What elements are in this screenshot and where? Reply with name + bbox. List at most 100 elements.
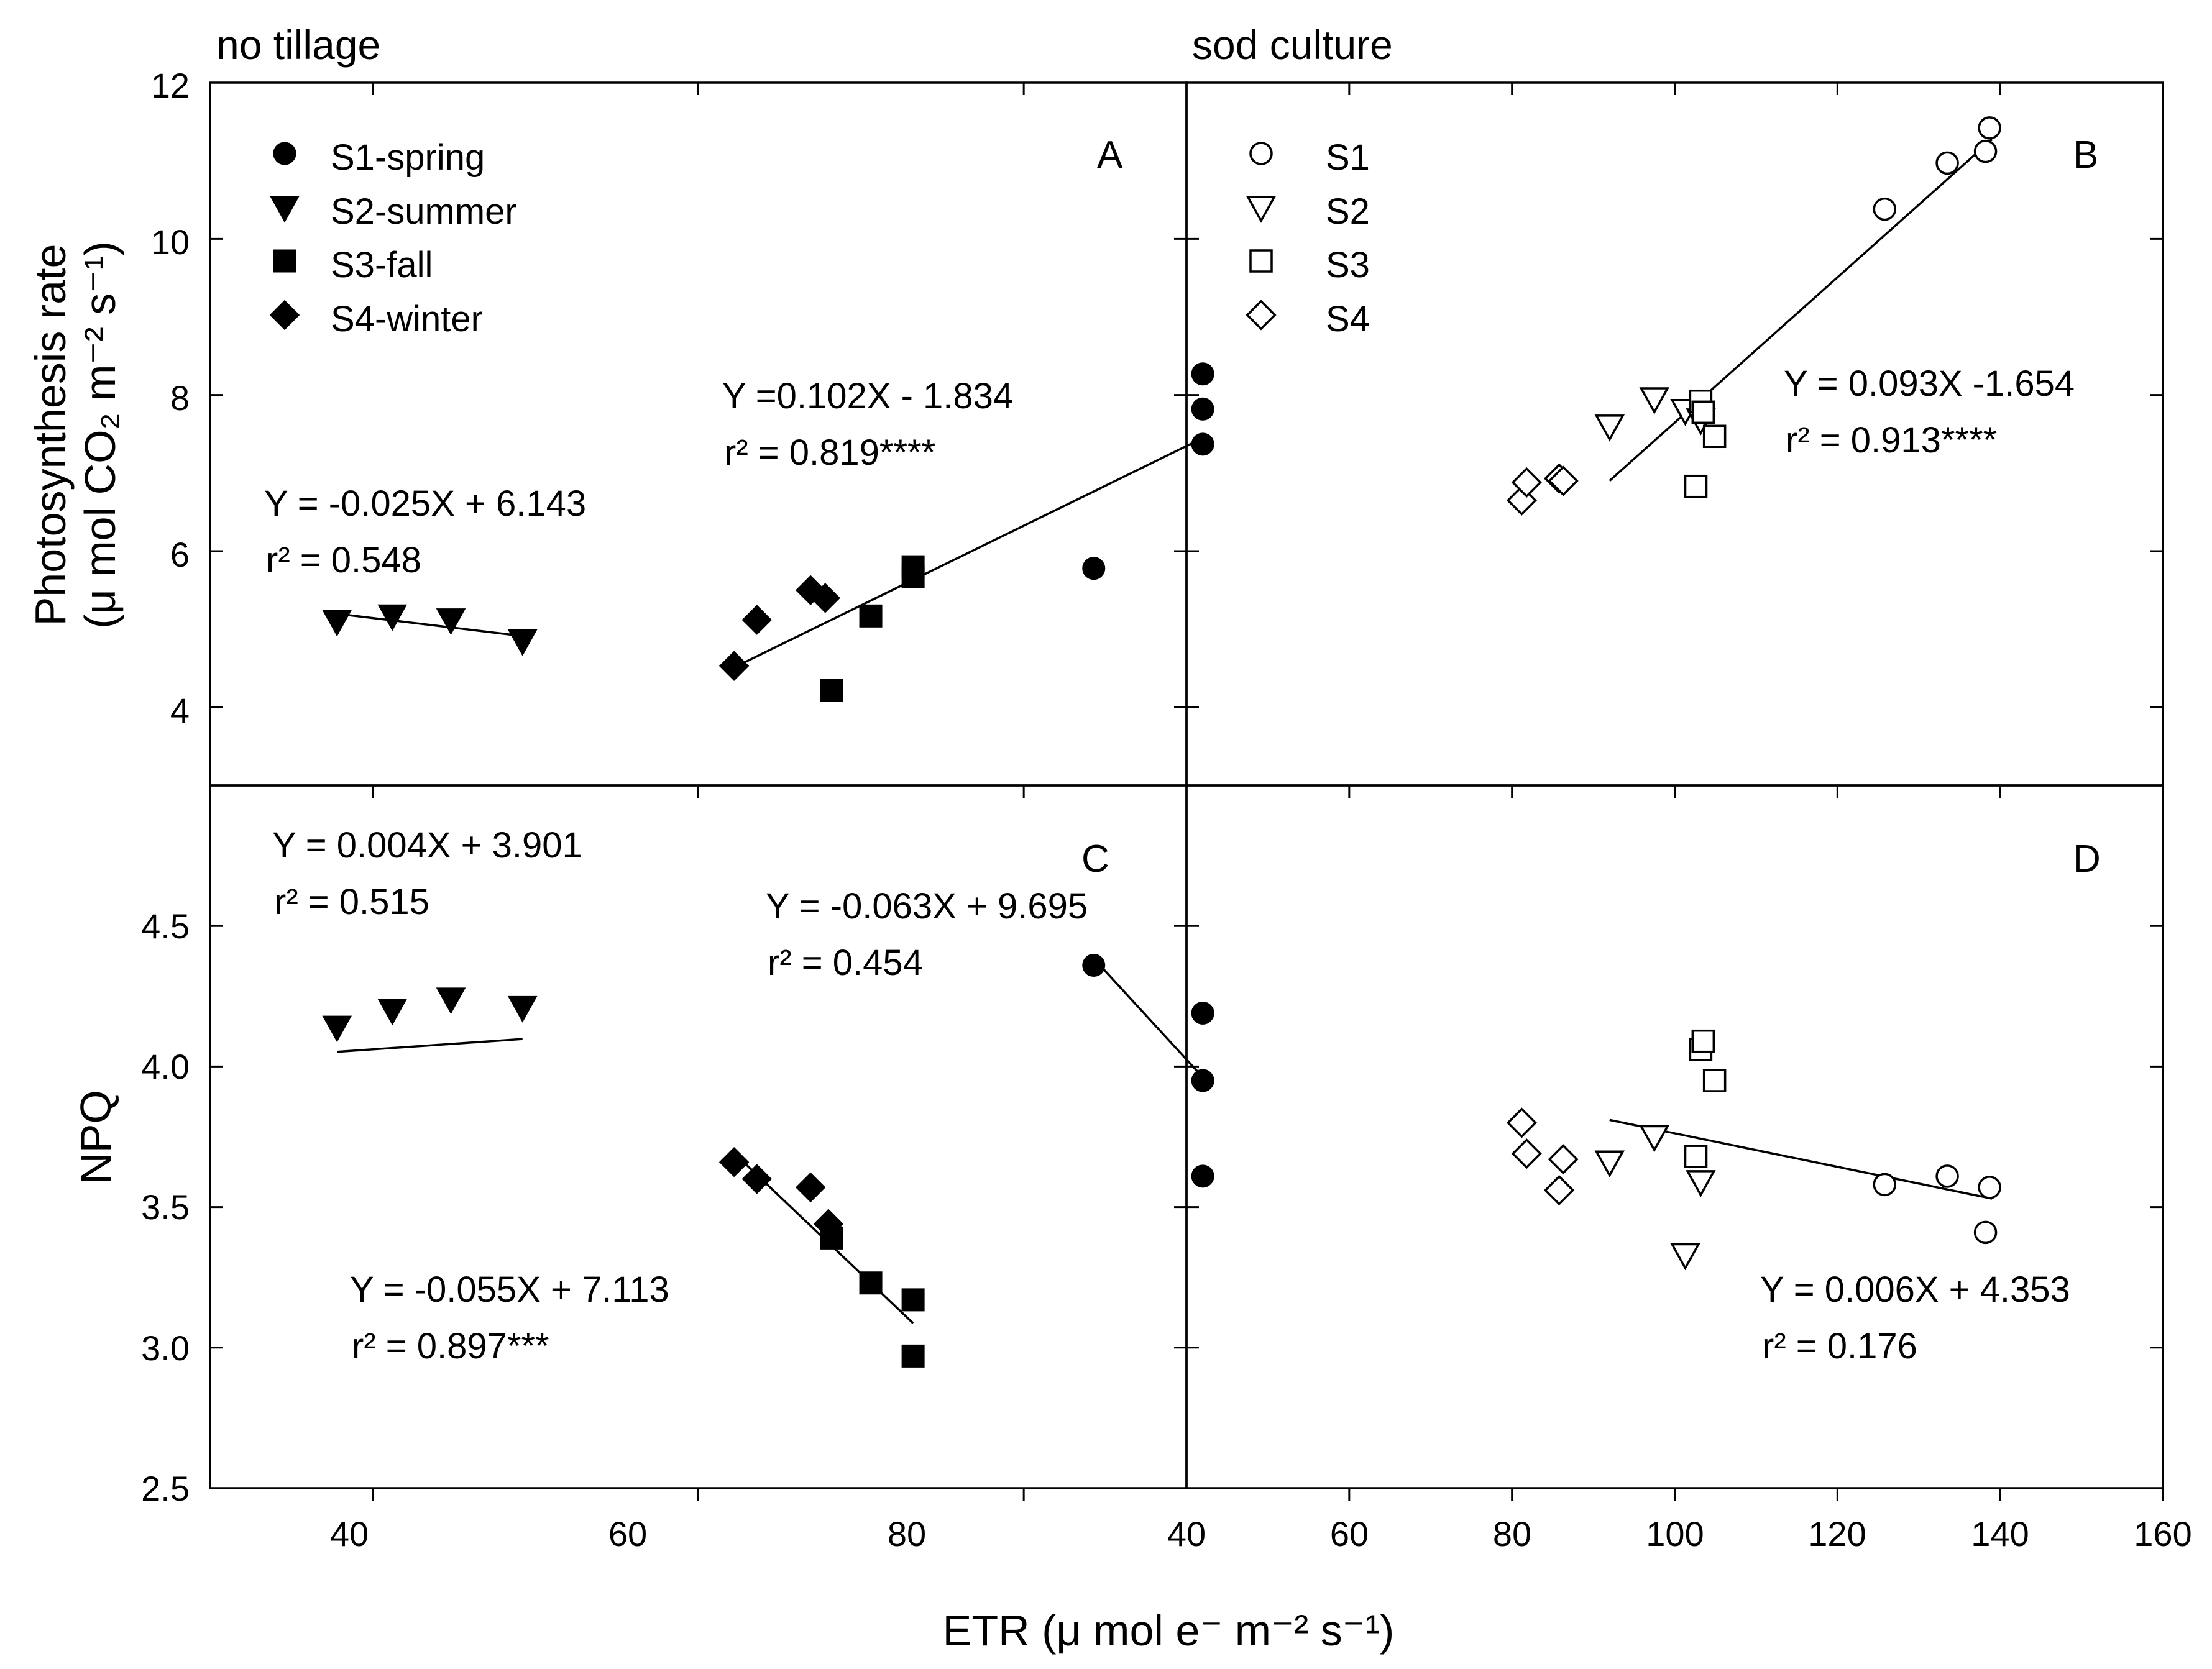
y-title-bottom: NPQ <box>71 1090 120 1184</box>
data-point-b-s4 <box>1511 467 1542 498</box>
y-tick-label: 10 <box>151 222 190 262</box>
data-point-b-s3 <box>1691 400 1715 424</box>
r2-c-right: r² = 0.454 <box>768 943 923 983</box>
y-tick-label: 4 <box>170 691 190 730</box>
data-point-c-s2-summer <box>507 995 538 1023</box>
data-point-c-s4-winter <box>813 1209 844 1239</box>
data-point-a-s4-winter <box>810 583 840 613</box>
data-point-a-s4-winter <box>718 651 750 681</box>
y-title-top-line2: (μ mol CO₂ m⁻² s⁻¹) <box>76 241 124 629</box>
data-point-c-s1-spring <box>1191 1001 1214 1025</box>
x-tick-label: 60 <box>608 1514 647 1553</box>
legend-label: S4-winter <box>331 299 483 339</box>
data-point-a-s1-spring <box>1191 362 1214 386</box>
equation-b: Y = 0.093X -1.654 <box>1784 364 2075 404</box>
y-title-top-line1: Photosynthesis rate <box>26 244 75 626</box>
y-axis-title-top: Photosynthesis rate (μ mol CO₂ m⁻² s⁻¹) <box>26 241 124 629</box>
data-point-c-s2-summer <box>322 1015 352 1043</box>
x-tick-label: 80 <box>888 1514 926 1553</box>
y-tick-labels-bottom: 2.5 3.0 3.5 4.0 4.5 <box>141 907 190 1508</box>
data-point-d-s2 <box>1670 1243 1700 1271</box>
legend-right: S1 S2 S3 S4 <box>1326 137 1370 339</box>
data-point-a-s2-summer <box>377 604 408 631</box>
legend-marker-s2 <box>1246 196 1277 223</box>
data-point-b-s1 <box>1873 197 1897 221</box>
x-tick-labels-right: 40 60 80 100 120 140 160 <box>1167 1514 2192 1553</box>
data-point-a-s1-spring <box>1191 432 1214 456</box>
equation-a-left: Y = -0.025X + 6.143 <box>264 483 586 524</box>
data-point-b-s2 <box>1594 414 1625 442</box>
equation-c-bottom: Y = -0.055X + 7.113 <box>350 1269 669 1310</box>
y-tick-label: 4.0 <box>141 1047 190 1086</box>
regression-line-a-0 <box>733 437 1203 669</box>
x-tick-label: 120 <box>1808 1514 1866 1553</box>
regression-line-b-0 <box>1609 139 1993 482</box>
label-sod-culture: sod culture <box>1192 22 1393 68</box>
data-point-d-s3 <box>1702 1069 1727 1092</box>
x-axis-title: ETR (μ mol e⁻ m⁻² s⁻¹) <box>943 1606 1395 1655</box>
legend-label: S3-fall <box>331 245 433 285</box>
data-point-a-s3-fall <box>901 565 925 588</box>
x-tick-labels-left: 40 60 80 <box>330 1514 926 1553</box>
data-point-a-s2-summer <box>507 629 538 656</box>
legend-label: S4 <box>1326 299 1370 339</box>
regression-annotations: Y =0.102X - 1.834 r² = 0.819**** Y = -0.… <box>264 364 2075 1366</box>
data-point-b-s3 <box>1702 424 1727 449</box>
r2-b: r² = 0.913**** <box>1786 420 1997 460</box>
r2-c-bottom: r² = 0.897*** <box>352 1326 549 1366</box>
data-point-c-s2-summer <box>436 987 466 1015</box>
r2-d: r² = 0.176 <box>1762 1326 1917 1366</box>
x-tick-label: 140 <box>1971 1514 2029 1553</box>
data-point-c-s1-spring <box>1191 1069 1214 1092</box>
legend-label: S3 <box>1326 245 1370 285</box>
legend-marker-s4-winter <box>269 300 300 331</box>
data-point-a-s1-spring <box>1082 557 1106 580</box>
equation-a-right: Y =0.102X - 1.834 <box>722 376 1013 416</box>
data-point-c-s4-winter <box>718 1146 750 1177</box>
data-point-c-s2-summer <box>377 999 408 1026</box>
panel-letter-a: A <box>1097 134 1123 176</box>
data-point-d-s4 <box>1506 1107 1537 1138</box>
data-point-d-s1 <box>1935 1164 1959 1188</box>
x-tick-label: 100 <box>1646 1514 1704 1553</box>
data-point-a-s1-spring <box>1191 397 1214 421</box>
legend-label: S2-summer <box>331 191 517 232</box>
data-point-d-s4 <box>1511 1138 1542 1169</box>
regression-line-c-0 <box>337 1038 523 1053</box>
r2-a-left: r² = 0.548 <box>266 540 421 580</box>
regression-line-a-1 <box>337 613 523 638</box>
legend-marker-s4 <box>1246 300 1277 331</box>
data-point-a-s3-fall <box>859 604 883 628</box>
data-point-c-s1-spring <box>1082 954 1106 977</box>
equation-d: Y = 0.006X + 4.353 <box>1760 1269 2070 1310</box>
data-point-c-s3-fall <box>901 1344 925 1368</box>
data-point-b-s1 <box>1978 116 2001 140</box>
data-point-a-s4-winter <box>741 605 772 635</box>
data-point-a-s2-summer <box>322 610 352 637</box>
label-no-tillage: no tillage <box>216 22 380 68</box>
legend-marker-s3 <box>1249 249 1273 273</box>
data-point-d-s1 <box>1978 1176 2001 1199</box>
y-tick-label: 4.5 <box>141 907 190 946</box>
legend-left: S1-spring S2-summer S3-fall S4-winter <box>331 137 517 339</box>
data-markers <box>322 116 2001 1368</box>
regression-line-d-0 <box>1609 1118 1993 1200</box>
regression-lines <box>337 139 1993 1324</box>
legend-label: S2 <box>1326 191 1370 232</box>
y-tick-label: 3.0 <box>141 1328 190 1368</box>
x-tick-label: 160 <box>2134 1514 2191 1553</box>
panel-letter-b: B <box>2073 134 2098 176</box>
data-point-b-s4 <box>1548 465 1579 496</box>
legend-marker-s2-summer <box>270 196 300 223</box>
data-point-c-s4-winter <box>795 1172 826 1203</box>
legend-label: S1 <box>1326 137 1370 178</box>
data-point-d-s2 <box>1686 1170 1716 1197</box>
data-point-d-s3 <box>1691 1029 1715 1053</box>
equation-c-right: Y = -0.063X + 9.695 <box>766 886 1088 926</box>
data-point-c-s4-winter <box>741 1164 772 1194</box>
data-point-c-s1-spring <box>1191 1164 1214 1188</box>
data-point-c-s3-fall <box>901 1288 925 1312</box>
panel-letter-d: D <box>2073 838 2101 880</box>
legend-label: S1-spring <box>331 137 485 178</box>
